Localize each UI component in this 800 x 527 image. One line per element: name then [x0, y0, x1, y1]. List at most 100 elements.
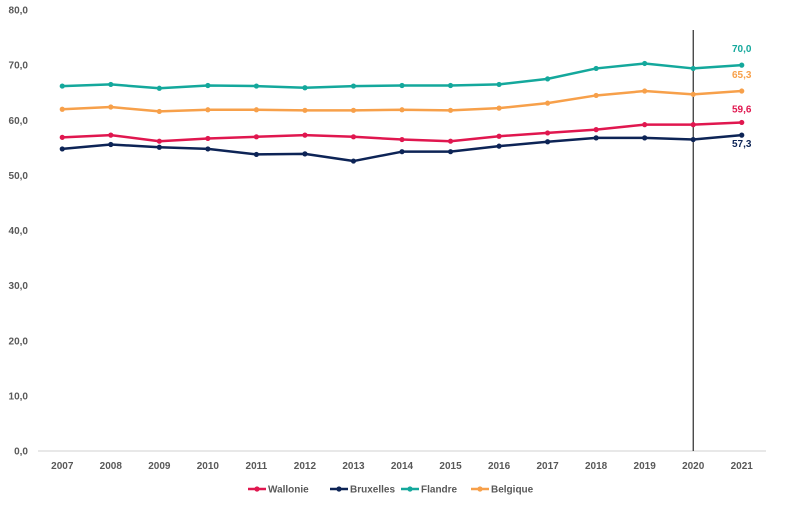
data-point	[205, 135, 211, 142]
data-point	[253, 83, 259, 89]
x-tick-label: 2015	[439, 461, 462, 472]
data-point	[593, 92, 599, 99]
data-point	[447, 107, 454, 113]
data-point	[350, 107, 357, 113]
series-group	[59, 60, 745, 164]
y-axis: 0,0 10,0 20,0 30,0 40,0 50,0 60,0 70,0 80,0	[9, 6, 29, 458]
end-value-label: 70,0	[732, 44, 752, 55]
series-flandre	[59, 60, 745, 91]
y-tick-label: 50,0	[9, 171, 29, 182]
end-value-label: 57,3	[732, 139, 752, 150]
data-point	[205, 107, 211, 113]
data-point	[447, 82, 454, 89]
data-point	[253, 151, 259, 158]
data-point	[156, 85, 162, 91]
data-point	[108, 81, 114, 88]
data-point	[350, 158, 357, 164]
data-point	[205, 146, 211, 152]
data-point	[690, 136, 696, 143]
data-point	[642, 122, 648, 128]
end-value-label: 65,3	[732, 70, 752, 81]
data-point	[545, 100, 551, 106]
data-point	[350, 83, 357, 89]
data-point	[642, 88, 648, 94]
data-point	[739, 132, 745, 138]
end-value-label: 59,6	[732, 104, 752, 115]
data-point	[350, 134, 357, 140]
legend-item-bruxelles: Bruxelles	[330, 485, 395, 496]
y-tick-label: 30,0	[9, 281, 29, 292]
x-tick-label: 2012	[294, 461, 317, 472]
y-tick-label: 0,0	[14, 447, 28, 458]
legend-label: Bruxelles	[350, 485, 395, 496]
end-labels: 59,6 57,3 70,0 65,3	[732, 44, 752, 150]
data-point	[690, 122, 696, 128]
y-tick-label: 10,0	[9, 391, 29, 402]
y-tick-label: 60,0	[9, 116, 29, 127]
data-point	[302, 132, 308, 138]
data-point	[108, 104, 114, 110]
data-point	[108, 141, 114, 148]
legend-swatch-marker	[477, 486, 483, 492]
data-point	[253, 134, 259, 140]
data-point	[545, 139, 551, 145]
x-axis: 2007 2008 2009 2010 2011 2012 2013 2014 2015 2016…	[51, 461, 753, 472]
data-point	[302, 107, 308, 113]
x-tick-label: 2018	[585, 461, 608, 472]
data-point	[642, 135, 648, 141]
legend: Wallonie Bruxelles Flandre Belgique	[248, 485, 534, 496]
legend-label: Wallonie	[268, 485, 309, 496]
data-point	[690, 91, 696, 97]
legend-item-flandre: Flandre	[401, 485, 458, 496]
data-point	[739, 119, 745, 126]
data-point	[593, 135, 599, 141]
legend-label: Flandre	[421, 485, 458, 496]
series-bruxelles	[59, 132, 745, 164]
data-point	[690, 65, 696, 72]
data-point	[739, 62, 745, 68]
data-point	[59, 146, 65, 152]
x-tick-label: 2010	[197, 461, 220, 472]
data-point	[447, 138, 454, 144]
y-tick-label: 20,0	[9, 336, 29, 347]
data-point	[496, 81, 502, 88]
data-point	[739, 88, 745, 94]
data-point	[253, 107, 259, 113]
data-point	[496, 143, 502, 149]
data-point	[205, 82, 211, 89]
series-wallonie	[59, 119, 745, 144]
data-point	[593, 127, 599, 133]
data-point	[156, 108, 162, 115]
legend-label: Belgique	[491, 485, 534, 496]
data-point	[399, 149, 405, 155]
data-point	[447, 149, 454, 155]
data-point	[399, 136, 405, 143]
data-point	[642, 60, 648, 67]
legend-item-belgique: Belgique	[471, 485, 534, 496]
data-point	[302, 85, 308, 91]
x-tick-label: 2019	[634, 461, 657, 472]
legend-swatch-marker	[407, 486, 413, 492]
legend-swatch-marker	[254, 486, 260, 492]
x-tick-label: 2009	[148, 461, 171, 472]
x-tick-label: 2011	[246, 461, 268, 472]
data-point	[496, 105, 502, 111]
data-point	[59, 134, 65, 140]
series-belgique	[59, 88, 745, 115]
data-point	[156, 144, 162, 150]
y-tick-label: 70,0	[9, 61, 29, 72]
data-point	[399, 82, 405, 89]
data-point	[108, 132, 114, 138]
data-point	[59, 83, 65, 89]
data-point	[399, 107, 405, 113]
data-point	[545, 130, 551, 136]
data-point	[302, 151, 308, 157]
x-tick-label: 2007	[51, 461, 74, 472]
x-tick-label: 2008	[100, 461, 123, 472]
x-tick-label: 2021	[731, 461, 754, 472]
x-tick-label: 2017	[536, 461, 559, 472]
data-point	[545, 76, 551, 82]
x-tick-label: 2013	[342, 461, 365, 472]
x-tick-label: 2016	[488, 461, 511, 472]
